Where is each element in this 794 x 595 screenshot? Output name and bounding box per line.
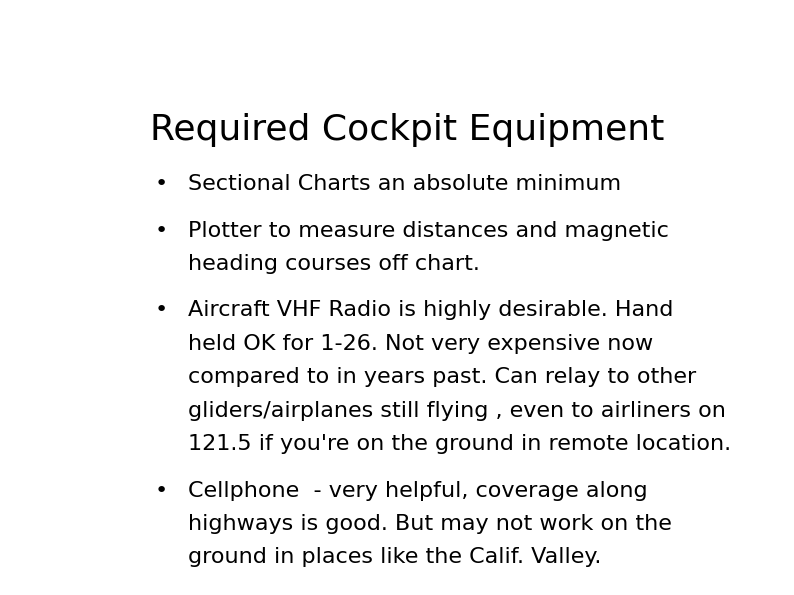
Text: ground in places like the Calif. Valley.: ground in places like the Calif. Valley.: [188, 547, 602, 568]
Text: gliders/airplanes still flying , even to airliners on: gliders/airplanes still flying , even to…: [188, 401, 727, 421]
Text: Cellphone  - very helpful, coverage along: Cellphone - very helpful, coverage along: [188, 481, 648, 500]
Text: •: •: [154, 481, 168, 500]
Text: 121.5 if you're on the ground in remote location.: 121.5 if you're on the ground in remote …: [188, 434, 731, 454]
Text: •: •: [154, 221, 168, 241]
Text: •: •: [154, 174, 168, 195]
Text: Sectional Charts an absolute minimum: Sectional Charts an absolute minimum: [188, 174, 622, 195]
Text: heading courses off chart.: heading courses off chart.: [188, 254, 480, 274]
Text: •: •: [154, 300, 168, 321]
Text: compared to in years past. Can relay to other: compared to in years past. Can relay to …: [188, 367, 696, 387]
Text: Required Cockpit Equipment: Required Cockpit Equipment: [150, 112, 664, 146]
Text: Plotter to measure distances and magnetic: Plotter to measure distances and magneti…: [188, 221, 669, 241]
Text: highways is good. But may not work on the: highways is good. But may not work on th…: [188, 514, 673, 534]
Text: held OK for 1-26. Not very expensive now: held OK for 1-26. Not very expensive now: [188, 334, 653, 354]
Text: Aircraft VHF Radio is highly desirable. Hand: Aircraft VHF Radio is highly desirable. …: [188, 300, 674, 321]
